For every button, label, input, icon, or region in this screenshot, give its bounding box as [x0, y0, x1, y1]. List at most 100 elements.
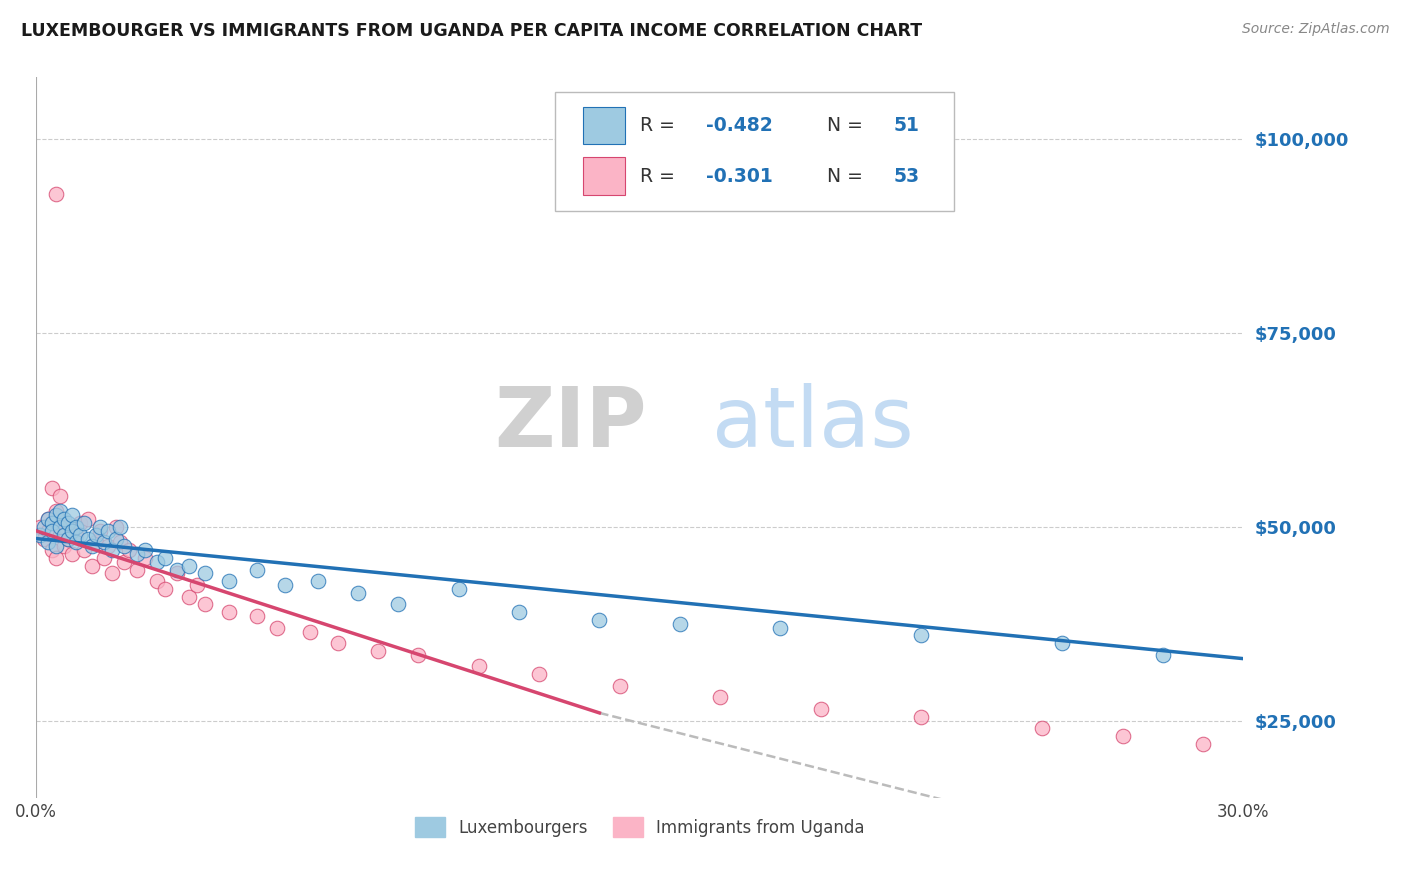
- Point: [60, 547, 83, 561]
- Point: [28, 527, 51, 541]
- Point: [246, 562, 269, 576]
- Point: [609, 679, 631, 693]
- Point: [406, 648, 429, 662]
- Point: [810, 702, 832, 716]
- Bar: [583, 107, 626, 145]
- Point: [77, 532, 100, 546]
- Point: [110, 535, 132, 549]
- Point: [910, 628, 932, 642]
- Point: [56, 532, 79, 546]
- Point: [347, 586, 370, 600]
- Point: [89, 520, 111, 534]
- Point: [367, 644, 389, 658]
- Point: [387, 598, 409, 612]
- Point: [709, 690, 731, 705]
- Point: [84, 527, 107, 541]
- Point: [1111, 729, 1133, 743]
- Point: [125, 547, 148, 561]
- Point: [82, 558, 104, 573]
- Point: [153, 582, 176, 596]
- Point: [134, 550, 156, 565]
- Text: atlas: atlas: [711, 383, 914, 464]
- Point: [117, 543, 139, 558]
- Point: [145, 574, 167, 589]
- Point: [101, 543, 124, 558]
- Point: [37, 524, 59, 538]
- Point: [97, 524, 120, 538]
- FancyBboxPatch shape: [555, 92, 953, 211]
- Point: [1152, 648, 1174, 662]
- Text: N =: N =: [827, 167, 869, 186]
- Point: [447, 582, 470, 596]
- Point: [93, 535, 115, 549]
- Point: [41, 543, 63, 558]
- Point: [1050, 636, 1073, 650]
- Point: [69, 527, 91, 541]
- Point: [274, 578, 297, 592]
- Point: [508, 605, 530, 619]
- Point: [32, 520, 55, 534]
- Point: [307, 574, 329, 589]
- Point: [769, 621, 792, 635]
- Text: N =: N =: [827, 116, 869, 136]
- Point: [910, 710, 932, 724]
- Point: [53, 512, 76, 526]
- Point: [194, 566, 217, 581]
- Point: [53, 520, 76, 534]
- Point: [49, 520, 72, 534]
- Point: [145, 555, 167, 569]
- Point: [105, 520, 128, 534]
- Point: [41, 516, 63, 530]
- Point: [45, 539, 67, 553]
- Point: [186, 578, 208, 592]
- Point: [101, 566, 124, 581]
- Text: LUXEMBOURGER VS IMMIGRANTS FROM UGANDA PER CAPITA INCOME CORRELATION CHART: LUXEMBOURGER VS IMMIGRANTS FROM UGANDA P…: [21, 22, 922, 40]
- Point: [527, 667, 550, 681]
- Point: [218, 574, 240, 589]
- Point: [73, 516, 96, 530]
- Point: [97, 539, 120, 553]
- Bar: [583, 157, 626, 195]
- Point: [1192, 737, 1215, 751]
- Point: [45, 550, 67, 565]
- Point: [60, 524, 83, 538]
- Text: 53: 53: [893, 167, 920, 186]
- Text: ZIP: ZIP: [495, 383, 647, 464]
- Point: [45, 504, 67, 518]
- Text: R =: R =: [640, 116, 681, 136]
- Point: [49, 504, 72, 518]
- Point: [65, 527, 87, 541]
- Point: [266, 621, 288, 635]
- Point: [60, 508, 83, 523]
- Point: [669, 616, 692, 631]
- Point: [32, 532, 55, 546]
- Text: R =: R =: [640, 167, 681, 186]
- Point: [73, 543, 96, 558]
- Point: [218, 605, 240, 619]
- Point: [65, 535, 87, 549]
- Text: -0.301: -0.301: [706, 167, 773, 186]
- Point: [56, 516, 79, 530]
- Point: [153, 550, 176, 565]
- Point: [69, 516, 91, 530]
- Point: [298, 624, 321, 639]
- Point: [588, 613, 610, 627]
- Point: [37, 535, 59, 549]
- Point: [84, 535, 107, 549]
- Point: [194, 598, 217, 612]
- Point: [114, 555, 136, 569]
- Text: -0.482: -0.482: [706, 116, 773, 136]
- Point: [49, 527, 72, 541]
- Point: [110, 520, 132, 534]
- Point: [326, 636, 349, 650]
- Point: [28, 520, 51, 534]
- Point: [41, 524, 63, 538]
- Point: [37, 512, 59, 526]
- Point: [125, 562, 148, 576]
- Point: [93, 550, 115, 565]
- Point: [177, 558, 200, 573]
- Point: [82, 539, 104, 553]
- Point: [45, 186, 67, 201]
- Point: [246, 609, 269, 624]
- Point: [166, 566, 188, 581]
